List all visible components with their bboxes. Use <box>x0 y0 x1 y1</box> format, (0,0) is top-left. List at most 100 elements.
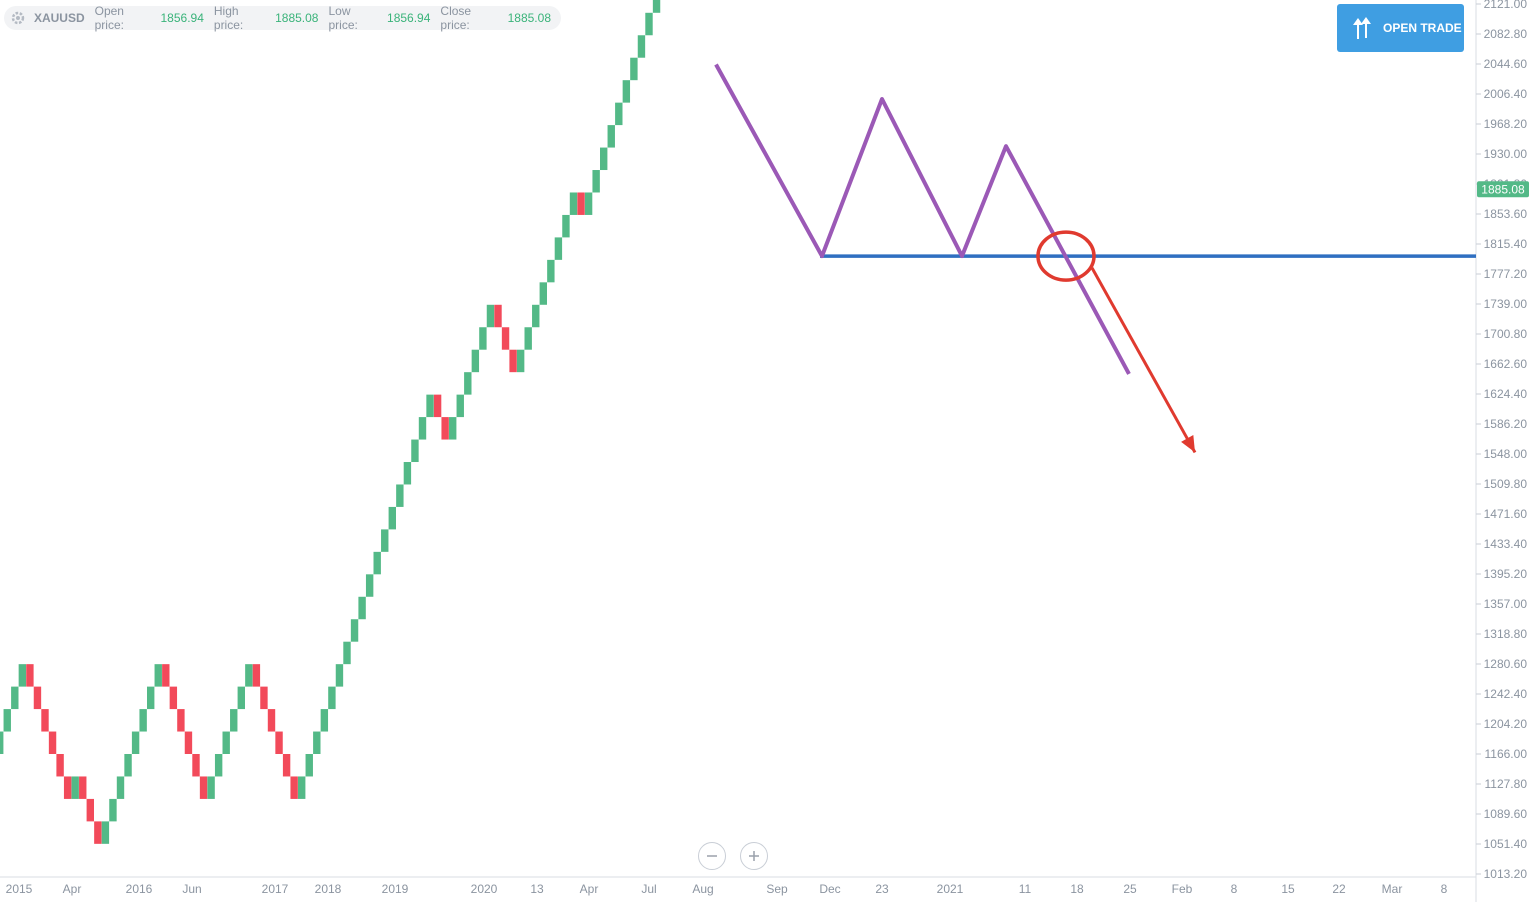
x-tick-label: 8 <box>1231 882 1238 896</box>
y-tick-label: 1013.20 <box>1484 867 1528 881</box>
zoom-out-button[interactable] <box>698 842 726 870</box>
close-price-label: Close price: <box>440 4 472 32</box>
low-price-label: Low price: <box>328 4 358 32</box>
renko-brick <box>192 754 200 777</box>
minus-icon <box>707 855 717 857</box>
renko-brick <box>3 709 11 732</box>
x-tick-label: Apr <box>580 882 599 896</box>
open-trade-label: OPEN TRADE <box>1383 21 1462 35</box>
renko-brick <box>449 417 457 440</box>
x-tick-label: 2021 <box>937 882 964 896</box>
renko-brick <box>260 686 268 710</box>
breakout-circle <box>1036 230 1096 282</box>
renko-brick <box>486 304 495 328</box>
renko-brick <box>11 686 19 710</box>
y-tick-label: 1853.60 <box>1484 207 1528 221</box>
renko-brick <box>471 349 480 373</box>
renko-brick <box>381 529 389 552</box>
y-tick-label: 2006.40 <box>1484 87 1528 101</box>
y-tick-label: 1089.60 <box>1484 807 1528 821</box>
renko-brick <box>584 192 593 215</box>
y-tick-label: 1662.60 <box>1484 357 1528 371</box>
renko-brick <box>516 349 525 373</box>
renko-brick <box>94 821 102 844</box>
high-price-value: 1885.08 <box>275 11 319 25</box>
renko-brick <box>328 686 336 710</box>
renko-bricks <box>0 0 661 844</box>
renko-brick <box>48 731 57 754</box>
renko-brick <box>267 709 276 732</box>
renko-brick <box>335 664 344 687</box>
price-info-bar: XAUUSD Open price: 1856.94 High price: 1… <box>4 4 561 32</box>
renko-brick <box>547 259 555 283</box>
renko-brick <box>501 327 510 350</box>
y-tick-label: 1509.80 <box>1484 477 1528 491</box>
y-tick-label: 2044.60 <box>1484 57 1528 71</box>
renko-brick <box>290 776 298 799</box>
x-tick-label: 2017 <box>262 882 289 896</box>
renko-brick <box>282 754 291 777</box>
y-tick-label: 1930.00 <box>1484 147 1528 161</box>
renko-brick <box>569 192 578 215</box>
renko-brick <box>350 619 359 642</box>
renko-brick <box>169 686 178 710</box>
renko-brick <box>245 664 253 687</box>
renko-brick <box>275 731 283 754</box>
forecast-arrow-shaft <box>1090 267 1197 454</box>
renko-brick <box>645 12 653 36</box>
y-tick-label: 1471.60 <box>1484 507 1528 521</box>
x-tick-label: Jul <box>641 882 656 896</box>
x-tick-label: 2019 <box>382 882 409 896</box>
renko-brick <box>177 709 185 732</box>
renko-brick <box>630 57 638 81</box>
x-tick-label: Jun <box>182 882 201 896</box>
renko-brick <box>464 372 472 395</box>
renko-brick <box>494 304 502 328</box>
y-tick-label: 1624.40 <box>1484 387 1528 401</box>
renko-brick <box>313 731 321 754</box>
x-tick-label: Mar <box>1382 882 1403 896</box>
renko-brick <box>524 327 532 350</box>
low-price-value: 1856.94 <box>387 11 431 25</box>
renko-brick <box>230 709 238 732</box>
current-price-label: 1885.08 <box>1481 182 1525 196</box>
renko-brick <box>607 125 615 148</box>
renko-brick <box>79 776 87 799</box>
y-tick-label: 1127.80 <box>1485 777 1528 791</box>
renko-brick <box>592 170 600 193</box>
y-tick-label: 1815.40 <box>1484 237 1528 251</box>
y-tick-label: 1280.60 <box>1484 657 1528 671</box>
renko-brick <box>365 574 374 597</box>
y-tick-label: 1433.40 <box>1484 537 1528 551</box>
forecast-arrow-head <box>1181 435 1195 453</box>
renko-brick <box>109 798 117 822</box>
zoom-in-button[interactable] <box>740 842 768 870</box>
renko-brick <box>101 821 110 844</box>
renko-brick <box>554 237 563 260</box>
high-price-label: High price: <box>213 4 244 32</box>
plus-icon <box>749 851 759 861</box>
current-price-tag: 1885.08 <box>1477 181 1529 198</box>
renko-brick <box>26 664 34 687</box>
y-axis-line <box>0 0 1477 902</box>
x-tick-label: 22 <box>1332 882 1346 896</box>
open-trade-button[interactable]: OPEN TRADE <box>1337 4 1464 52</box>
y-tick-label: 2121.00 <box>1484 0 1528 11</box>
renko-brick <box>222 731 230 754</box>
gear-icon[interactable] <box>10 10 26 26</box>
renko-brick <box>298 776 306 799</box>
renko-brick <box>622 80 631 103</box>
renko-brick <box>403 462 412 485</box>
x-tick-label: Apr <box>63 882 82 896</box>
y-tick-label: 1586.20 <box>1484 417 1528 431</box>
renko-brick <box>456 394 464 418</box>
y-tick-label: 1395.20 <box>1484 567 1528 581</box>
renko-brick <box>637 35 646 58</box>
renko-brick <box>33 686 42 710</box>
x-tick-label: Dec <box>819 882 840 896</box>
y-axis-ticks: 2121.00 2082.80 2044.60 2006.40 1968.20 1930.… <box>1476 0 1527 881</box>
x-tick-label: 2016 <box>126 882 153 896</box>
x-tick-label: 23 <box>875 882 889 896</box>
x-tick-label: 2020 <box>471 882 498 896</box>
